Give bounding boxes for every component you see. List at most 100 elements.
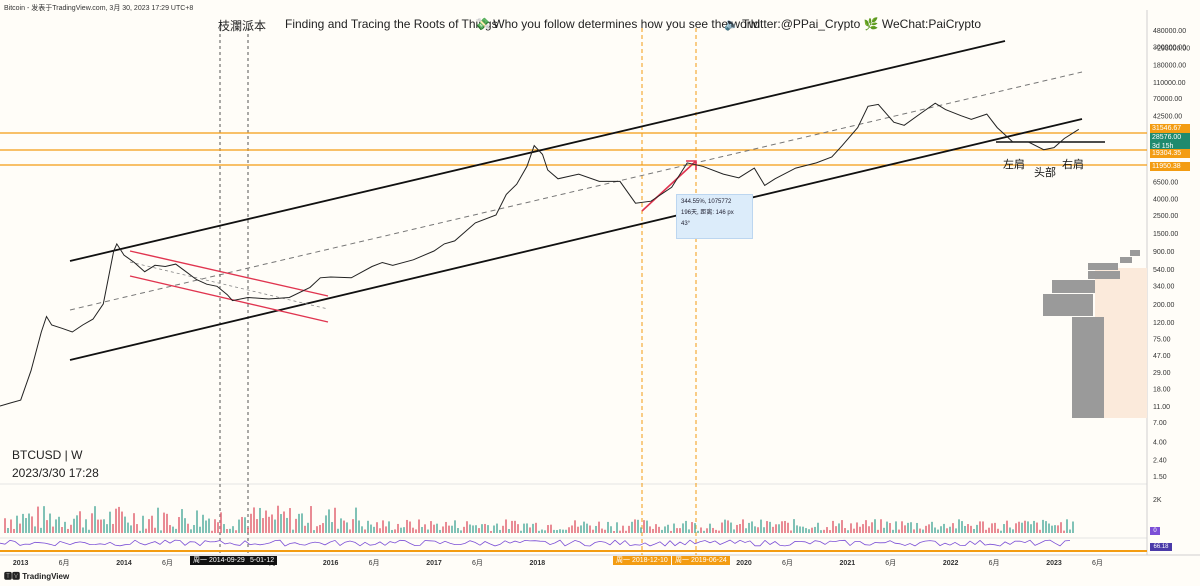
- volume-bar: [409, 521, 411, 533]
- volume-bar: [325, 515, 327, 533]
- head-label: 头部: [1034, 167, 1056, 179]
- volume-bar: [712, 527, 714, 533]
- volume-bar: [172, 526, 174, 533]
- volume-bar: [1036, 522, 1038, 533]
- volume-bar: [397, 523, 399, 533]
- volume-bar: [964, 525, 966, 533]
- profile-bar: [1072, 317, 1104, 418]
- measure-tooltip[interactable]: 344.55%, 1075772 196天, 距离: 146 px 43°: [676, 194, 753, 239]
- volume-bar: [904, 525, 906, 533]
- volume-bar: [559, 529, 561, 533]
- time-axis[interactable]: 2013 6月 2014 6月 6月 2016 6月 2017 6月 2018 2020 6月 2021…: [13, 559, 1103, 567]
- volume-bar: [562, 529, 564, 533]
- measure-arrow[interactable]: [641, 160, 697, 212]
- volume-bar: [118, 506, 120, 533]
- volume-bar: [604, 529, 606, 533]
- volume-bar: [163, 512, 165, 533]
- volume-bar: [667, 524, 669, 533]
- volume-bar: [52, 526, 54, 533]
- volume-bar: [1018, 521, 1020, 533]
- price-label-support: 19304.35: [1150, 149, 1190, 158]
- volume-bar: [46, 520, 48, 533]
- volume-bar: [628, 525, 630, 533]
- volume-bar: [745, 528, 747, 533]
- volume-bar: [673, 523, 675, 533]
- channel-upper-line[interactable]: [69, 40, 1006, 262]
- volume-bar: [1051, 525, 1053, 533]
- volume-bar: [220, 512, 222, 533]
- volume-bar: [7, 527, 9, 533]
- volume-bar: [748, 522, 750, 533]
- volume-bar: [967, 524, 969, 533]
- volume-bar: [295, 518, 297, 533]
- volume-bar: [916, 522, 918, 533]
- tradingview-logo[interactable]: 🆃🆅 TradingView: [4, 572, 70, 581]
- volume-bar: [106, 524, 108, 533]
- time-tick-label: 2013: [13, 560, 29, 567]
- price-tick-label: 2500.00: [1153, 213, 1178, 220]
- price-series-line[interactable]: [0, 102, 1080, 407]
- volume-bar: [742, 519, 744, 533]
- volume-bar: [13, 528, 15, 533]
- volume-bar: [217, 522, 219, 533]
- volume-bar: [610, 526, 612, 533]
- volume-bar: [862, 524, 864, 533]
- volume-bar: [535, 522, 537, 533]
- volume-bar: [166, 513, 168, 533]
- volume-bar: [682, 523, 684, 533]
- volume-bar: [907, 522, 909, 533]
- volume-bar: [328, 509, 330, 533]
- time-tick-label: 2023: [1046, 560, 1062, 567]
- volume-bar: [994, 522, 996, 533]
- falling-channel-lower[interactable]: [129, 275, 329, 323]
- rsi-line: [0, 539, 1071, 547]
- volume-bar: [739, 524, 741, 533]
- volume-bar: [925, 525, 927, 533]
- channel-lower-line[interactable]: [69, 118, 1083, 361]
- volume-bar: [802, 526, 804, 533]
- indicator-value-badge: 0: [1150, 527, 1160, 535]
- volume-bar: [1021, 522, 1023, 533]
- volume-bar: [454, 520, 456, 533]
- volume-bar: [619, 530, 621, 533]
- volume-bar: [88, 529, 90, 533]
- volume-bar: [850, 523, 852, 533]
- price-tick-label: 4000.00: [1153, 197, 1178, 204]
- volume-bar: [367, 520, 369, 533]
- volume-bar: [4, 518, 6, 533]
- volume-bar: [844, 528, 846, 533]
- volume-bar: [757, 527, 759, 533]
- time-tick-label: 6月: [782, 559, 793, 567]
- chart-source-label: Bitcoin - 发表于TradingView.com, 3月 30, 202…: [4, 5, 194, 12]
- price-label-support-low: 11950.38: [1150, 162, 1190, 171]
- volume-bar: [544, 530, 546, 533]
- volume-bar: [196, 510, 198, 533]
- volume-bar: [418, 519, 420, 533]
- volume-bar: [676, 528, 678, 533]
- volume-bar: [598, 521, 600, 533]
- volume-bar: [502, 525, 504, 533]
- falling-channel-upper[interactable]: [129, 250, 329, 297]
- volume-bar: [352, 519, 354, 533]
- volume-bar: [358, 520, 360, 533]
- volume-bar: [865, 520, 867, 533]
- volume-bar: [379, 528, 381, 533]
- channel-mid-line[interactable]: [69, 71, 1083, 311]
- volume-bar: [1006, 520, 1008, 533]
- volume-bar: [634, 519, 636, 533]
- volume-bar: [520, 530, 522, 533]
- volume-bar: [1030, 524, 1032, 533]
- volume-bar: [958, 519, 960, 533]
- volume-bar: [841, 520, 843, 533]
- symbol-label[interactable]: BTCUSD | W: [12, 448, 83, 462]
- volume-bar: [331, 522, 333, 533]
- volume-bar: [184, 518, 186, 533]
- volume-bar: [661, 529, 663, 533]
- volume-bar: [40, 527, 42, 533]
- volume-bar: [16, 515, 18, 533]
- profile-bar: [1052, 280, 1095, 293]
- social-handles[interactable]: 🔈 Twitter:@PPai_Crypto 🌿 WeChat:PaiCrypt…: [724, 17, 982, 31]
- time-tick-label: 2022: [943, 560, 959, 567]
